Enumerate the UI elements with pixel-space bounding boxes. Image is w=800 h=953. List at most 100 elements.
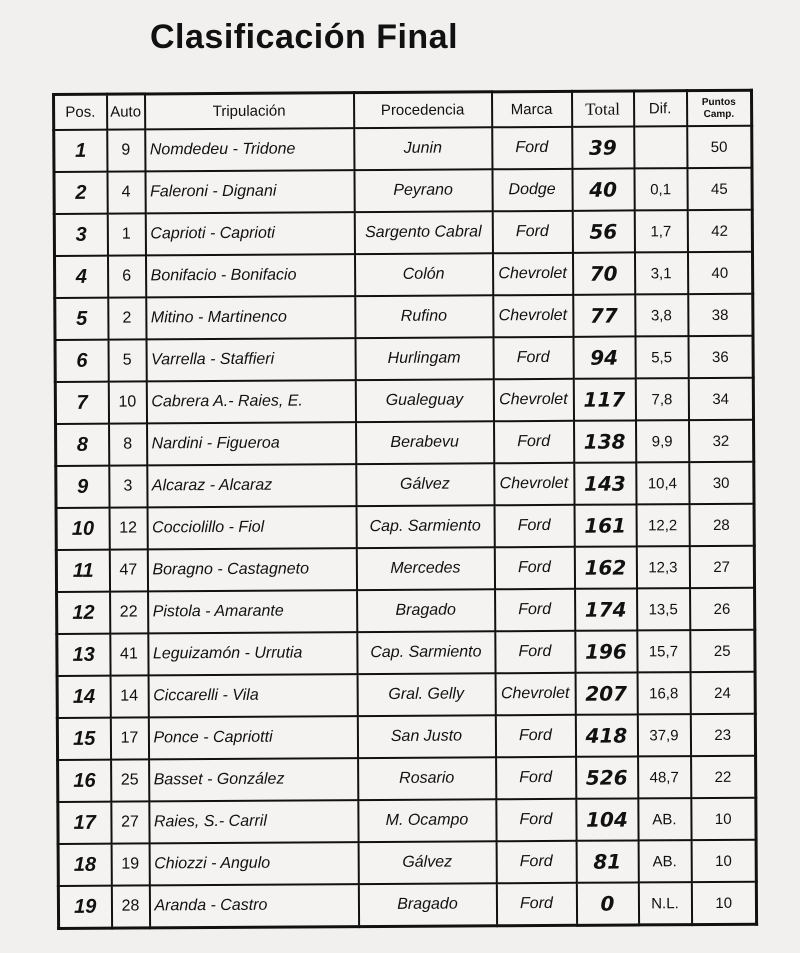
cell-pts: 34 — [688, 377, 754, 421]
cell-total: 143 — [573, 462, 637, 505]
table-row: 9 3 Alcaraz - Alcaraz Gálvez Chevrolet 143 10,… — [55, 461, 755, 508]
cell-pts: 25 — [689, 629, 756, 673]
cell-proc: Mercedes — [356, 547, 495, 591]
cell-pts: 10 — [691, 881, 757, 925]
header-dif: Dif. — [633, 90, 687, 127]
cell-pts: 27 — [689, 545, 755, 589]
cell-proc: Cap. Sarmiento — [356, 505, 495, 549]
cell-trip: Basset - González — [148, 758, 358, 802]
cell-marca: Chevrolet — [492, 252, 573, 296]
cell-total: 81 — [576, 840, 639, 883]
cell-pos: 11 — [56, 549, 110, 592]
cell-auto: 25 — [110, 759, 149, 802]
cell-pos: 14 — [57, 675, 111, 718]
table-row: 7 10 Cabrera A.- Raies, E. Gualeguay Chevrol… — [55, 377, 754, 424]
cell-dif: N.L. — [638, 882, 692, 925]
cell-proc: Gualeguay — [355, 379, 494, 423]
cell-pts: 50 — [686, 125, 752, 169]
cell-auto: 1 — [107, 213, 146, 256]
cell-dif: AB. — [637, 798, 692, 841]
cell-trip: Raies, S.- Carril — [148, 800, 359, 844]
cell-total: 0 — [576, 882, 639, 926]
cell-marca: Ford — [494, 504, 575, 548]
cell-trip: Leguizamón - Urrutia — [147, 632, 358, 676]
cell-pos: 16 — [57, 759, 111, 802]
header-row: Pos. Auto Tripulación Procedencia Marca … — [53, 90, 752, 130]
cell-total: 174 — [574, 588, 637, 631]
cell-auto: 27 — [110, 801, 150, 844]
cell-trip: Nomdedeu - Tridone — [144, 128, 354, 172]
cell-dif: 9,9 — [635, 420, 689, 463]
cell-proc: San Justo — [357, 715, 496, 759]
cell-auto: 3 — [108, 465, 148, 508]
cell-total: 161 — [574, 504, 637, 547]
table-row: 19 28 Aranda - Castro Bragado Ford 0 N.L. 10 — [58, 881, 757, 929]
header-puntos-line1: Puntos — [701, 96, 736, 108]
cell-total: 104 — [575, 798, 639, 841]
cell-auto: 47 — [109, 549, 148, 592]
cell-pts: 45 — [686, 167, 753, 211]
cell-pos: 18 — [58, 843, 112, 886]
table-row: 2 4 Faleroni - Dignani Peyrano Dodge 40 0,1 45 — [53, 167, 753, 214]
cell-trip: Cabrera A.- Raies, E. — [146, 380, 356, 424]
cell-auto: 17 — [110, 717, 149, 760]
header-auto: Auto — [106, 93, 145, 130]
cell-pos: 8 — [55, 423, 109, 466]
cell-dif: 3,8 — [634, 294, 688, 337]
cell-marca: Ford — [495, 798, 577, 842]
cell-pts: 42 — [687, 209, 753, 253]
table-row: 15 17 Ponce - Capriotti San Justo Ford 418 37,… — [57, 713, 756, 760]
table-row: 4 6 Bonifacio - Bonifacio Colón Chevrolet 70 3… — [54, 251, 753, 298]
cell-pts: 24 — [690, 671, 756, 715]
table-row: 11 47 Boragno - Castagneto Mercedes Ford 162 1… — [56, 545, 755, 592]
table-row: 3 1 Caprioti - Caprioti Sargento Cabral Ford… — [54, 209, 753, 256]
cell-marca: Ford — [496, 840, 577, 884]
cell-auto: 8 — [108, 423, 147, 466]
cell-pos: 4 — [54, 255, 108, 298]
cell-auto: 19 — [111, 843, 150, 886]
cell-trip: Boragno - Castagneto — [147, 548, 357, 592]
cell-dif: 7,8 — [635, 378, 689, 421]
cell-proc: Peyrano — [353, 169, 493, 213]
cell-auto: 22 — [109, 591, 148, 634]
cell-proc: Gálvez — [358, 841, 497, 885]
cell-marca: Ford — [492, 210, 573, 254]
cell-total: 162 — [574, 546, 637, 589]
cell-auto: 14 — [110, 675, 149, 718]
cell-auto: 2 — [107, 297, 147, 340]
cell-pts: 28 — [689, 503, 755, 547]
cell-auto: 28 — [111, 885, 150, 929]
header-pos: Pos. — [53, 94, 107, 130]
cell-proc: Rufino — [354, 295, 494, 339]
cell-trip: Alcaraz - Alcaraz — [146, 464, 357, 508]
cell-total: 56 — [572, 210, 635, 253]
cell-marca: Ford — [494, 546, 575, 590]
cell-total: 196 — [574, 630, 638, 673]
cell-proc: Rosario — [357, 757, 496, 801]
cell-dif: 12,2 — [636, 504, 690, 547]
cell-total: 77 — [572, 294, 635, 337]
cell-dif: 16,8 — [637, 672, 691, 715]
cell-proc: Berabevu — [355, 421, 494, 465]
cell-pts: 38 — [687, 293, 753, 337]
table-row: 10 12 Cocciolillo - Fiol Cap. Sarmiento Ford… — [56, 503, 755, 550]
cell-proc: Sargento Cabral — [354, 211, 493, 255]
cell-proc: Hurlingam — [355, 337, 494, 381]
cell-dif: 12,3 — [636, 546, 690, 589]
cell-total: 207 — [575, 672, 638, 715]
cell-dif: 37,9 — [637, 714, 691, 757]
cell-pos: 7 — [55, 381, 109, 424]
cell-proc: Cap. Sarmiento — [356, 631, 496, 675]
cell-dif: 10,4 — [635, 462, 690, 505]
cell-marca: Ford — [493, 336, 574, 380]
table-row: 13 41 Leguizamón - Urrutia Cap. Sarmiento Fo… — [56, 629, 756, 676]
cell-trip: Faleroni - Dignani — [144, 170, 355, 214]
cell-marca: Chevrolet — [493, 378, 574, 422]
cell-pts: 10 — [690, 797, 757, 841]
table-row: 18 19 Chiozzi - Angulo Gálvez Ford 81 AB. 10 — [58, 839, 757, 886]
cell-pos: 13 — [56, 633, 111, 676]
page-title: Clasificación Final — [150, 18, 459, 56]
cell-pos: 6 — [55, 339, 109, 382]
cell-total: 40 — [571, 168, 635, 211]
cell-trip: Varrella - Staffieri — [146, 338, 356, 382]
